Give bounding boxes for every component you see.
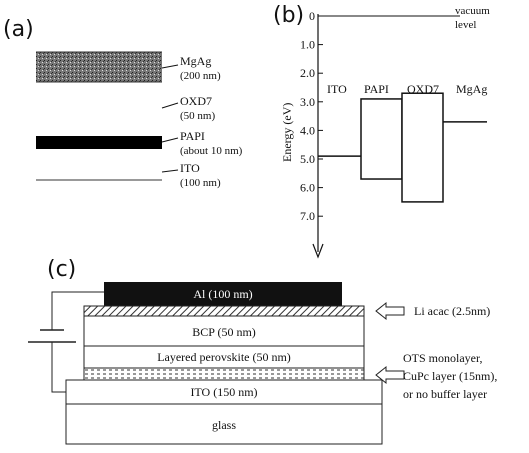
papi-layer [36,136,162,149]
tick-label: 7.0 [300,209,315,223]
oxd7-label: OXD7 [180,94,212,108]
material-label-ito: ITO [327,82,347,96]
tick-label: 0 [309,9,315,23]
vacuum-label-2: level [455,19,476,31]
material-label-mgag: MgAg [456,82,487,96]
al-label: Al (100 nm) [193,287,252,301]
buffer-label-3: or no buffer layer [403,387,487,401]
li-acac-label: Li acac (2.5nm) [414,304,490,318]
material-label-papi: PAPI [364,82,389,96]
mgag-thickness: (200 nm) [180,70,221,82]
mgag-layer [36,52,162,82]
ito-label: ITO [180,161,200,175]
buffer-label-1: OTS monolayer, [403,351,483,365]
ito-layer-label: ITO (150 nm) [190,385,257,399]
tick-label: 4.0 [300,123,315,137]
oxd7-thickness: (50 nm) [180,110,215,122]
energy-axis-label: Energy (eV) [280,103,294,162]
tick-label: 3.0 [300,95,315,109]
vacuum-label-1: vacuum [455,5,490,17]
li-acac-layer [84,306,364,316]
mgag-label: MgAg [180,54,211,68]
ito-thickness: (100 nm) [180,177,221,189]
tick-label: 6.0 [300,181,315,195]
buffer-layer [84,368,364,380]
panel-c: (c) Al (100 nm) BCP (50 nm) Layered pero… [28,257,497,444]
papi-label: PAPI [180,129,205,143]
oxd7-band [402,93,443,202]
tick-label: 1.0 [300,38,315,52]
panel-b-label: (b) [273,3,304,28]
panel-c-label: (c) [47,257,76,282]
tick-label: 2.0 [300,66,315,80]
panel-a-label: (a) [3,17,34,42]
panel-b: (b) 0 1.0 2.0 3.0 4.0 5.0 6.0 7.0 Energy (eV) v… [273,3,490,257]
glass-label: glass [212,418,236,432]
bcp-label: BCP (50 nm) [192,325,256,339]
perovskite-label: Layered perovskite (50 nm) [157,350,291,364]
panel-a: (a) MgAg (200 nm) OXD7 (50 nm) PAPI (abo… [3,17,243,189]
circuit-wire-bottom [52,342,66,392]
li-acac-arrow-icon [376,303,404,319]
buffer-label-2: CuPc layer (15nm), [403,369,497,383]
papi-thickness: (about 10 nm) [180,145,243,157]
papi-band [361,99,402,179]
tick-label: 5.0 [300,152,315,166]
